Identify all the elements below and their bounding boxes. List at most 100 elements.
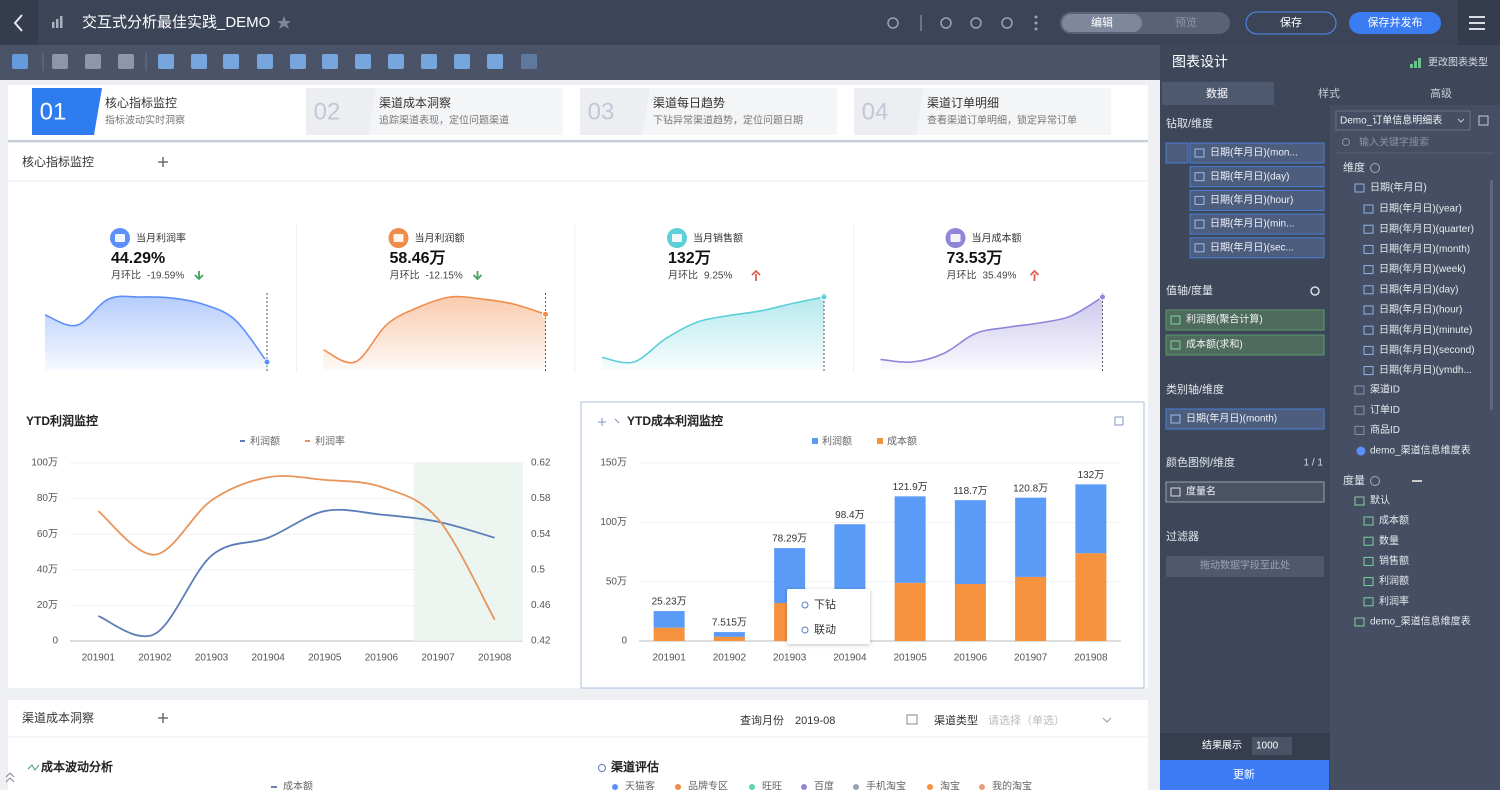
field-item[interactable]: 日期(年月日)(year) [1379,202,1462,215]
header-icon[interactable] [970,17,982,29]
toolbar-icon[interactable] [12,54,28,69]
panel-tab[interactable]: 高级 [1430,86,1452,100]
field-item[interactable]: 日期(年月日)(minute) [1379,323,1472,336]
toolbar-icon[interactable] [257,54,273,69]
step-number-bg [580,88,650,135]
field-item[interactable]: 日期(年月日) [1370,181,1427,194]
field-item[interactable]: 商品ID [1370,423,1400,436]
field-pill[interactable] [1165,309,1325,331]
publish-button[interactable] [1349,12,1441,34]
bar-segment[interactable] [713,636,745,641]
chart-frame-selected[interactable] [580,401,1145,689]
change-type-button[interactable]: 更改图表类型 [1428,56,1488,69]
back-icon[interactable] [13,14,23,32]
field-pill[interactable] [1165,334,1325,356]
chart-icons[interactable] [598,416,1124,426]
more-icon[interactable] [1034,27,1038,31]
field-item[interactable]: 日期(年月日)(day) [1379,282,1458,295]
toolbar-icon[interactable] [454,54,470,69]
bar-segment[interactable] [894,496,926,583]
menu-item[interactable]: 下钻 [814,597,836,611]
header-icon[interactable] [887,17,899,29]
add-icon[interactable] [158,157,168,167]
drill-toggle[interactable] [1165,142,1189,164]
mode-tab-active[interactable] [1062,14,1142,32]
field-item[interactable]: 日期(年月日)(ymdh... [1379,363,1472,376]
step-number-bg [306,88,376,135]
field-item[interactable]: demo_渠道信息维度表 [1370,615,1471,628]
toolbar-icon[interactable] [118,54,134,69]
toolbar-icon[interactable] [388,54,404,69]
menu-item[interactable]: 联动 [814,623,836,636]
more-icon[interactable] [1034,15,1038,19]
bar-segment[interactable] [894,582,926,641]
update-button[interactable] [1160,760,1329,790]
field-pill[interactable] [1189,213,1325,235]
bar-segment[interactable] [954,500,986,585]
bar-segment[interactable] [1015,576,1047,641]
toolbar-icon[interactable] [355,54,371,69]
field-item[interactable]: 利润额 [1379,574,1409,587]
bar-segment[interactable] [834,524,866,594]
field-item[interactable]: demo_渠道信息维度表 [1370,444,1471,457]
field-pill[interactable] [1165,481,1325,503]
mode-tab[interactable]: 预览 [1175,15,1197,29]
x-tick-label: 201902 [713,653,747,664]
field-pill[interactable] [1189,166,1325,188]
toolbar-icon[interactable] [158,54,174,69]
bar-segment[interactable] [1015,497,1047,577]
panel-tab[interactable]: 数据 [1206,86,1228,100]
back-button-bg[interactable] [0,0,38,45]
bar-segment[interactable] [1075,484,1107,554]
field-pill[interactable] [1189,189,1325,211]
field-item[interactable]: 日期(年月日)(quarter) [1379,222,1474,235]
filter-placeholder[interactable]: 请选择（单选） [988,713,1065,727]
dropdown-icon[interactable] [1102,717,1112,723]
header-icon[interactable] [940,17,952,29]
panel-tab[interactable]: 样式 [1318,86,1340,100]
toolbar-icon[interactable] [322,54,338,69]
toolbar-icon[interactable] [191,54,207,69]
field-item[interactable]: 日期(年月日)(month) [1379,242,1470,255]
filter-value[interactable]: 2019-08 [795,715,835,727]
field-item[interactable]: 日期(年月日)(second) [1379,343,1475,356]
toolbar-icon[interactable] [223,54,239,69]
edit-icon[interactable] [1478,115,1489,126]
toolbar-icon[interactable] [421,54,437,69]
bar-segment[interactable] [713,632,745,637]
toolbar-icon[interactable] [521,54,537,69]
toolbar-icon[interactable] [290,54,306,69]
save-button[interactable] [1245,11,1337,35]
toolbar-icon[interactable] [487,54,503,69]
tab-active[interactable] [1162,82,1274,105]
field-item[interactable]: 日期(年月日)(week) [1379,262,1466,275]
bar-segment[interactable] [653,611,685,628]
field-item[interactable]: 成本额 [1379,514,1409,527]
collapse-icon[interactable] [5,772,15,783]
field-pill[interactable] [1189,142,1325,164]
more-icon[interactable] [1034,21,1038,25]
bar-segment[interactable] [1075,553,1107,641]
add-icon[interactable] [158,713,168,723]
field-item[interactable]: 数量 [1379,534,1399,547]
favorite-icon[interactable] [277,16,291,29]
field-pill[interactable] [1165,408,1325,430]
header-icon[interactable] [1001,17,1013,29]
bar-segment[interactable] [653,627,685,641]
field-item[interactable]: 日期(年月日)(hour) [1379,303,1462,316]
toolbar-icon[interactable] [85,54,101,69]
search-placeholder[interactable]: 输入关键字搜索 [1359,136,1429,149]
filter-dropzone[interactable] [1166,556,1324,577]
toolbar-icon[interactable] [52,54,68,69]
dataset-select[interactable] [1335,110,1471,131]
field-item[interactable]: 利润率 [1379,594,1409,607]
field-item[interactable]: 销售额 [1379,554,1409,567]
field-pill[interactable] [1189,237,1325,259]
result-input[interactable] [1252,737,1292,755]
bar-segment[interactable] [954,584,986,641]
field-item[interactable]: 订单ID [1370,404,1400,416]
field-item[interactable]: 默认 [1370,494,1390,507]
field-item[interactable]: 渠道ID [1370,383,1400,396]
mode-tab[interactable]: 编辑 [1091,15,1113,29]
settings-icon[interactable] [1310,286,1320,296]
